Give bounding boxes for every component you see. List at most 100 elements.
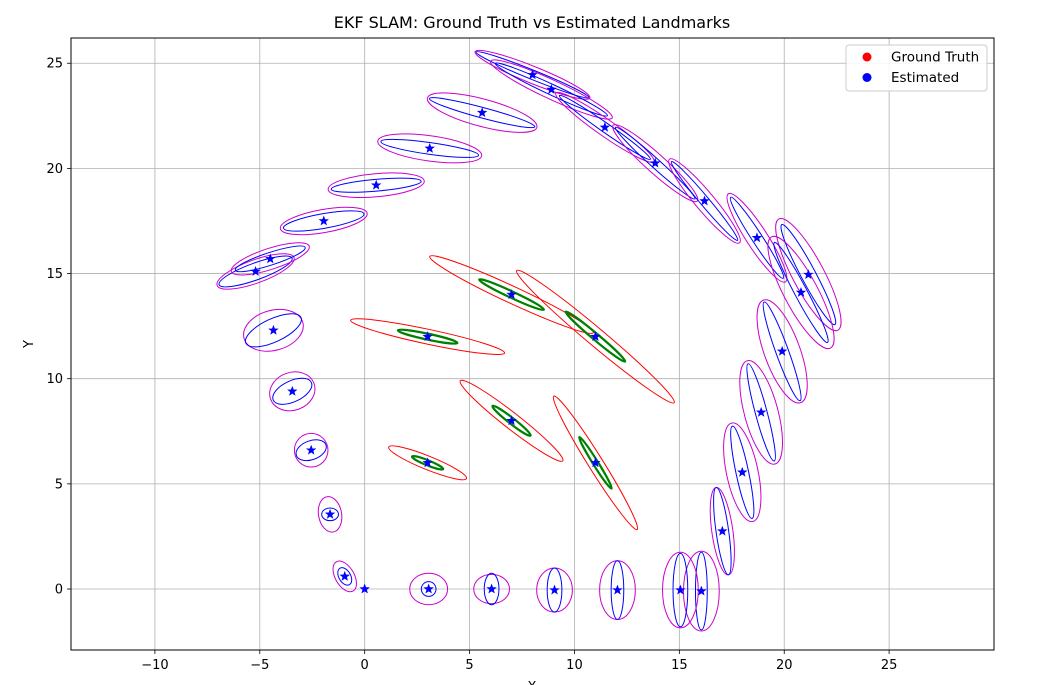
- pose-outer-ellipse: [377, 133, 483, 164]
- pose-outer-ellipse: [269, 371, 316, 412]
- pose-outer-ellipse: [279, 206, 368, 236]
- y-tick-label: 15: [46, 267, 63, 282]
- legend-box: [845, 44, 988, 92]
- legend-marker-estimated: [862, 73, 872, 82]
- pose-point: [318, 215, 329, 226]
- landmark-outer-ellipse: [388, 445, 468, 481]
- pose-point: [717, 525, 728, 536]
- x-axis: −10 −5 0 5 10 15 20 25: [141, 650, 897, 673]
- x-tick-label: 25: [881, 658, 898, 673]
- pose-outer-ellipse: [739, 359, 784, 465]
- pose-inner-ellipse: [730, 425, 755, 519]
- pose-point: [527, 69, 538, 80]
- pose-inner-ellipse: [780, 223, 837, 326]
- pose-point: [650, 157, 661, 168]
- pose-point: [287, 385, 298, 396]
- pose-inner-ellipse: [321, 507, 339, 522]
- pose-outer-ellipse: [293, 432, 329, 468]
- chart-title: EKF SLAM: Ground Truth vs Estimated Land…: [334, 13, 731, 32]
- landmark-outer-ellipse: [459, 379, 564, 462]
- pose-outer-ellipse: [775, 218, 842, 332]
- pose-point: [486, 583, 497, 594]
- x-tick-label: 15: [671, 658, 688, 673]
- pose-point: [612, 584, 623, 595]
- pose-inner-ellipse: [218, 255, 293, 288]
- pose-point: [339, 570, 350, 581]
- pose-outer-ellipse: [317, 496, 343, 533]
- pose-point: [776, 345, 788, 356]
- pose-inner-ellipse: [670, 161, 739, 241]
- landmark-outer-ellipse: [429, 255, 594, 334]
- pose-point: [795, 287, 807, 297]
- landmark-point: [422, 457, 433, 468]
- pose-point: [755, 406, 767, 417]
- pose-inner-ellipse: [773, 241, 829, 344]
- pose-point: [424, 142, 435, 153]
- pose-point: [359, 583, 370, 594]
- landmark-point: [422, 331, 433, 342]
- pose-outer-ellipse: [426, 92, 538, 133]
- pose-inner-ellipse: [729, 196, 785, 279]
- landmark-outer-ellipse: [552, 395, 639, 531]
- pose-outer-ellipse: [489, 59, 613, 120]
- pose-point: [305, 444, 317, 455]
- pose-point: [324, 508, 336, 519]
- pose-outer-ellipse: [756, 299, 808, 404]
- x-tick-label: 0: [361, 658, 369, 673]
- pose-point: [546, 84, 557, 94]
- pose-outer-ellipse: [474, 49, 591, 100]
- pose-inner-ellipse: [420, 581, 437, 597]
- pose-outer-ellipse: [612, 124, 699, 203]
- pose-point: [423, 583, 434, 594]
- pose-outer-ellipse: [216, 253, 295, 290]
- pose-point: [803, 269, 814, 280]
- pose-inner-ellipse: [475, 51, 590, 99]
- pose-point: [268, 324, 279, 335]
- x-tick-label: −5: [250, 658, 269, 673]
- landmark-point: [506, 415, 517, 426]
- y-tick-label: 5: [55, 477, 63, 492]
- pose-inner-ellipse: [428, 97, 536, 129]
- pose-inner-ellipse: [614, 126, 696, 200]
- x-tick-label: −10: [141, 658, 168, 673]
- pose-outer-ellipse: [726, 192, 788, 283]
- pose-inner-ellipse: [746, 363, 776, 462]
- legend-label-ground-truth: Ground Truth: [891, 50, 979, 66]
- legend-marker-ground-truth: [862, 52, 872, 62]
- pose-point: [371, 179, 382, 190]
- pose-inner-ellipse: [244, 313, 302, 348]
- landmark-point: [506, 289, 517, 299]
- pose-inner-ellipse: [272, 377, 313, 405]
- pose-outer-ellipse: [243, 308, 304, 352]
- y-axis: 0 5 10 15 20 25: [46, 57, 71, 598]
- pose-inner-ellipse: [330, 177, 422, 193]
- pose-inner-ellipse: [295, 439, 327, 462]
- pose-point: [699, 195, 710, 206]
- y-tick-label: 0: [55, 583, 63, 598]
- landmark-outer-ellipse: [350, 318, 506, 356]
- x-tick-label: 20: [776, 658, 793, 673]
- landmark-point: [590, 457, 601, 468]
- pose-point: [250, 265, 261, 276]
- x-tick-label: 5: [465, 658, 473, 673]
- pose-point: [696, 585, 707, 596]
- pose-point: [476, 107, 488, 118]
- pose-inner-ellipse: [234, 245, 306, 273]
- y-tick-label: 25: [46, 57, 63, 72]
- pose-inner-ellipse: [546, 567, 563, 613]
- pose-point: [265, 253, 276, 264]
- pose-outer-ellipse: [473, 573, 510, 605]
- landmark-point: [590, 331, 601, 342]
- y-tick-label: 20: [46, 162, 63, 177]
- plot-frame: [70, 37, 995, 651]
- pose-point: [675, 584, 686, 595]
- pose-inner-ellipse: [494, 62, 609, 117]
- pose-outer-ellipse: [327, 172, 425, 198]
- pose-inner-ellipse: [672, 552, 689, 628]
- pose-point: [751, 232, 763, 243]
- pose-inner-ellipse: [610, 560, 625, 620]
- pose-inner-ellipse: [694, 551, 708, 631]
- pose-point: [549, 584, 560, 595]
